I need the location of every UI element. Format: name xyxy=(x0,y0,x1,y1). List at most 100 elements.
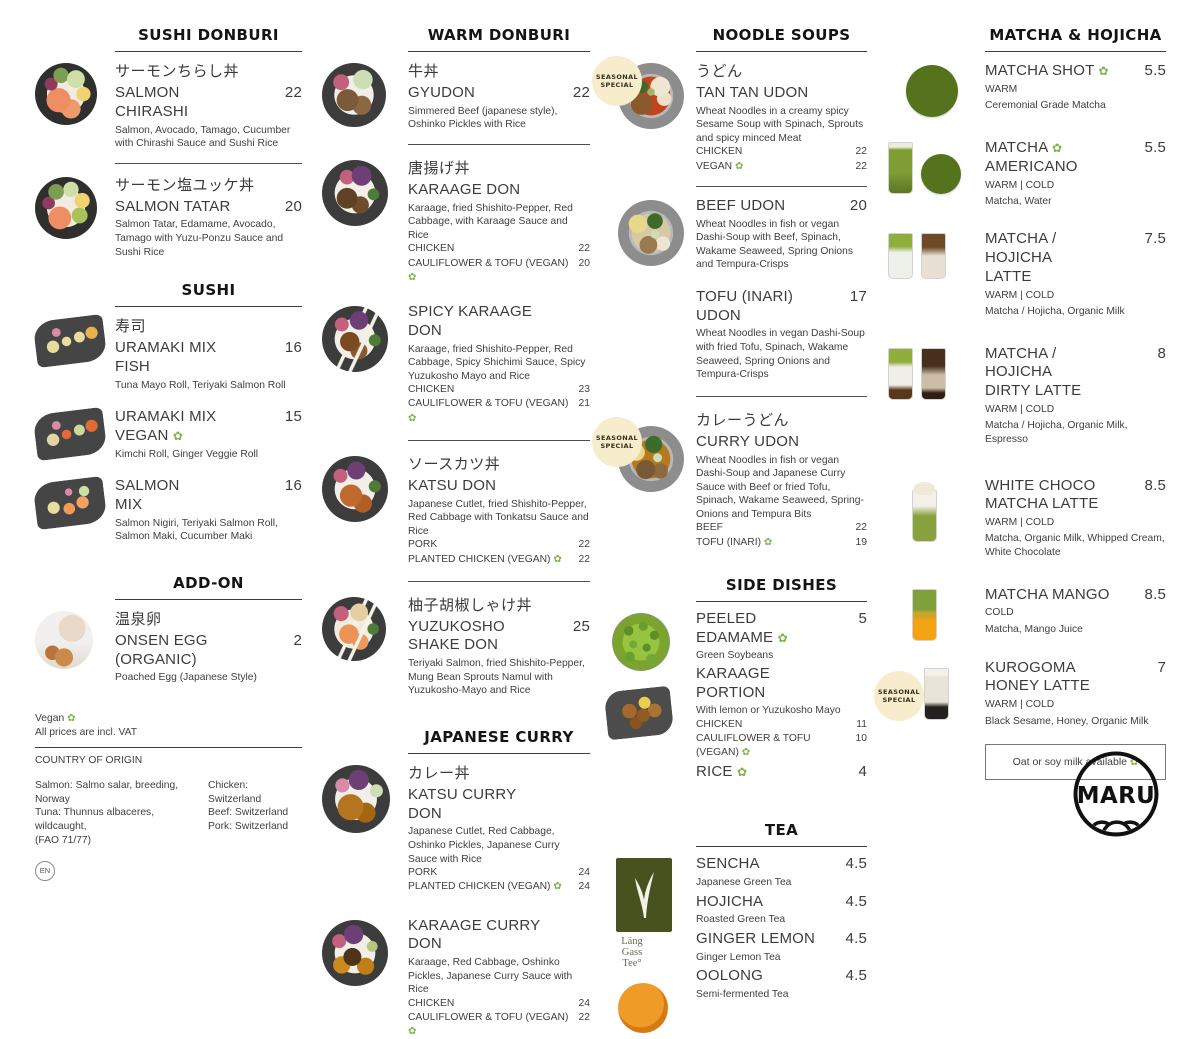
langgass-tee-logo xyxy=(616,858,672,933)
serving-temperature: WARM | COLD xyxy=(985,289,1055,301)
photo-white-choco-matcha-glass xyxy=(912,481,937,542)
seasonal-special-badge: SEASONAL SPECIAL xyxy=(874,670,924,721)
item-name: KARAAGE CURRY DON xyxy=(408,916,541,953)
menu-item-tofu-inari-udon: TOFU (INARI) 17 UDON Wheat Noodles in ve… xyxy=(604,288,867,382)
item-name: RICE xyxy=(696,762,733,780)
item-description: Ginger Lemon Tea xyxy=(696,951,781,963)
item-name: TOFU (INARI) xyxy=(696,287,794,305)
menu-item-katsu-curry-don: カレー丼 KATSU CURRY DON Japanese Cutlet, Re… xyxy=(322,762,590,895)
item-name: SALMON xyxy=(115,84,180,101)
item-price: 7 xyxy=(1157,658,1166,676)
column-sushi: SUSHI DONBURI サーモンちらし丼 SALMON 22 CHIRASH… xyxy=(32,0,302,882)
option-row: CAULIFLOWER & TOFU (VEGAN) ✿ 20 xyxy=(408,257,590,283)
serving-temperature: WARM | COLD xyxy=(985,179,1055,191)
item-name: KATSU DON xyxy=(408,476,497,494)
item-name-jp: サーモン塩ユッケ丼 xyxy=(115,176,255,194)
menu-item-karaage-curry-don: KARAAGE CURRY DON Karaage, Red Cabbage, … xyxy=(322,917,590,1039)
photo-karaage-don-bowl xyxy=(322,159,388,226)
item-name-line2: CHIRASHI xyxy=(115,102,189,120)
maru-logo: MARU xyxy=(1072,750,1160,838)
item-price: 20 xyxy=(284,197,302,215)
item-name-line2: MATCHA LATTE xyxy=(985,495,1099,513)
photo-kurogoma-glass xyxy=(924,667,949,720)
item-description: Matcha, Mango Juice xyxy=(985,623,1083,635)
item-price: 15 xyxy=(284,408,302,426)
item-description: Kimchi Roll, Ginger Veggie Roll xyxy=(115,448,259,460)
item-name: SENCHA xyxy=(696,855,760,873)
menu-item-teas: Läng Gass Tee° SENCHA 4.5 Japanese Green… xyxy=(604,855,867,1034)
item-name-jp: ソースカツ丼 xyxy=(408,455,501,473)
item-name: GINGER LEMON xyxy=(696,929,816,947)
item-description: Japanese Cutlet, Red Cabbage, Oshinko Pi… xyxy=(408,826,560,865)
section-title-matcha-hojicha: MATCHA & HOJICHA xyxy=(985,26,1166,52)
item-name: YUZUKOSHO xyxy=(408,617,505,635)
photo-katsu-curry-bowl xyxy=(322,764,390,833)
item-description: Wheat Noodles in a creamy spicy Sesame S… xyxy=(696,105,864,144)
photo-gyudon-bowl xyxy=(322,63,386,127)
item-description: Matcha, Water xyxy=(985,195,1052,207)
option-row: CHICKEN 22 xyxy=(408,243,590,255)
item-name: SALMON TATAR xyxy=(115,197,231,215)
menu-item-uramaki-fish: 寿司 URAMAKI MIX 16 FISH Tuna Mayo Roll, T… xyxy=(32,314,302,392)
item-description: Black Sesame, Honey, Organic Milk xyxy=(985,715,1149,727)
option-row: CAULIFLOWER & TOFU (VEGAN) ✿ 22 xyxy=(408,1012,590,1038)
vat-note: All prices are incl. VAT xyxy=(35,726,138,738)
photo-spicy-karaage-bowl xyxy=(322,306,388,372)
divider xyxy=(408,439,590,441)
origin-left: Salmon: Salmo salar, breeding, Norway Tu… xyxy=(35,779,179,847)
item-name-jp: 柚子胡椒しゃけ丼 xyxy=(408,596,533,614)
divider xyxy=(408,143,590,145)
menu-item-uramaki-vegan: URAMAKI MIX 15 VEGAN ✿ Kimchi Roll, Ging… xyxy=(32,407,302,462)
item-price: 20 xyxy=(849,196,867,214)
photo-matcha-bowl xyxy=(906,65,958,117)
item-name: SPICY KARAAGE DON xyxy=(408,303,533,339)
item-price: 22 xyxy=(284,84,302,101)
item-price: 5 xyxy=(858,609,867,627)
item-price: 16 xyxy=(284,339,302,357)
menu-item-yuzukosho-shake-don: 柚子胡椒しゃけ丼 YUZUKOSHO 25 SHAKE DON Teriyaki… xyxy=(322,594,590,698)
menu-item-salmon-chirashi: サーモンちらし丼 SALMON 22 CHIRASHI Salmon, Avoc… xyxy=(35,60,302,151)
vegan-icon: ✿ xyxy=(1129,757,1139,769)
item-price: 4.5 xyxy=(845,892,867,910)
photo-karaage-portion-plate xyxy=(603,685,675,741)
photo-yuzukosho-shake-bowl xyxy=(322,596,386,661)
photo-hojicha-latte-glass xyxy=(921,233,946,280)
menu-item-white-choco-matcha-latte: WHITE CHOCO 8.5 MATCHA LATTE WARM | COLD… xyxy=(888,477,1166,560)
vegan-icon: ✿ xyxy=(737,764,748,779)
menu-item-karaage-don: 唐揚げ丼 KARAAGE DON Karaage, fried Shishito… xyxy=(322,157,590,285)
item-name: ONSEN EGG (ORGANIC) xyxy=(115,631,208,668)
section-title-addon: ADD-ON xyxy=(115,574,302,600)
menu-item-onsen-egg: 温泉卵 ONSEN EGG (ORGANIC) 2 Poached Egg (J… xyxy=(35,608,302,685)
item-name-jp: カレーうどん xyxy=(696,411,790,429)
item-name: TAN TAN UDON xyxy=(696,84,809,101)
photo-salmon-mix-plate xyxy=(32,476,108,531)
item-name-line2: MIX xyxy=(115,496,143,514)
option-row: TOFU (INARI) ✿ 19 xyxy=(696,536,867,548)
menu-item-matcha-americano: MATCHA ✿ 5.5 AMERICANO WARM | COLD Match… xyxy=(888,139,1166,208)
menu-item-matcha-shot: MATCHA SHOT ✿ 5.5 WARM Ceremonial Grade … xyxy=(888,62,1166,117)
item-name-line2: UDON xyxy=(696,306,741,324)
item-price: 22 xyxy=(572,84,590,101)
menu-item-salmon-tatar: サーモン塩ユッケ丼 SALMON TATAR 20 Salmon Tatar, … xyxy=(35,174,302,259)
item-description: Wheat Noodles in fish or vegan Dashi-Sou… xyxy=(696,454,864,520)
item-name: MATCHA xyxy=(985,139,1048,156)
item-name: PEELED EDAMAME xyxy=(696,609,774,646)
vegan-icon: ✿ xyxy=(408,271,417,283)
option-row: PORK 22 xyxy=(408,539,590,551)
menu-item-matcha-mango: MATCHA MANGO 8.5 COLD Matcha, Mango Juic… xyxy=(888,586,1166,641)
column-matcha-hojicha: MATCHA & HOJICHA MATCHA SHOT ✿ 5.5 WARM … xyxy=(874,0,1166,849)
menu-item-matcha-hojicha-latte: MATCHA / HOJICHA 7.5 LATTE WARM | COLD M… xyxy=(888,230,1166,318)
tea-brand-label: Läng Gass Tee° xyxy=(621,936,643,970)
item-price: 8.5 xyxy=(1144,476,1166,494)
origin-title: COUNTRY OF ORIGIN xyxy=(35,754,143,766)
item-price: 4.5 xyxy=(845,967,867,985)
item-description: Japanese Green Tea xyxy=(696,877,792,889)
item-name: MATCHA SHOT xyxy=(985,62,1095,79)
item-name: SALMON xyxy=(115,477,180,495)
divider xyxy=(696,395,867,397)
photo-tofu-udon-bowl xyxy=(618,291,684,357)
item-name-line2: HONEY LATTE xyxy=(985,677,1091,695)
option-row: PORK 24 xyxy=(408,867,590,879)
divider xyxy=(35,746,302,748)
section-title-noodle-soups: NOODLE SOUPS xyxy=(696,26,867,52)
